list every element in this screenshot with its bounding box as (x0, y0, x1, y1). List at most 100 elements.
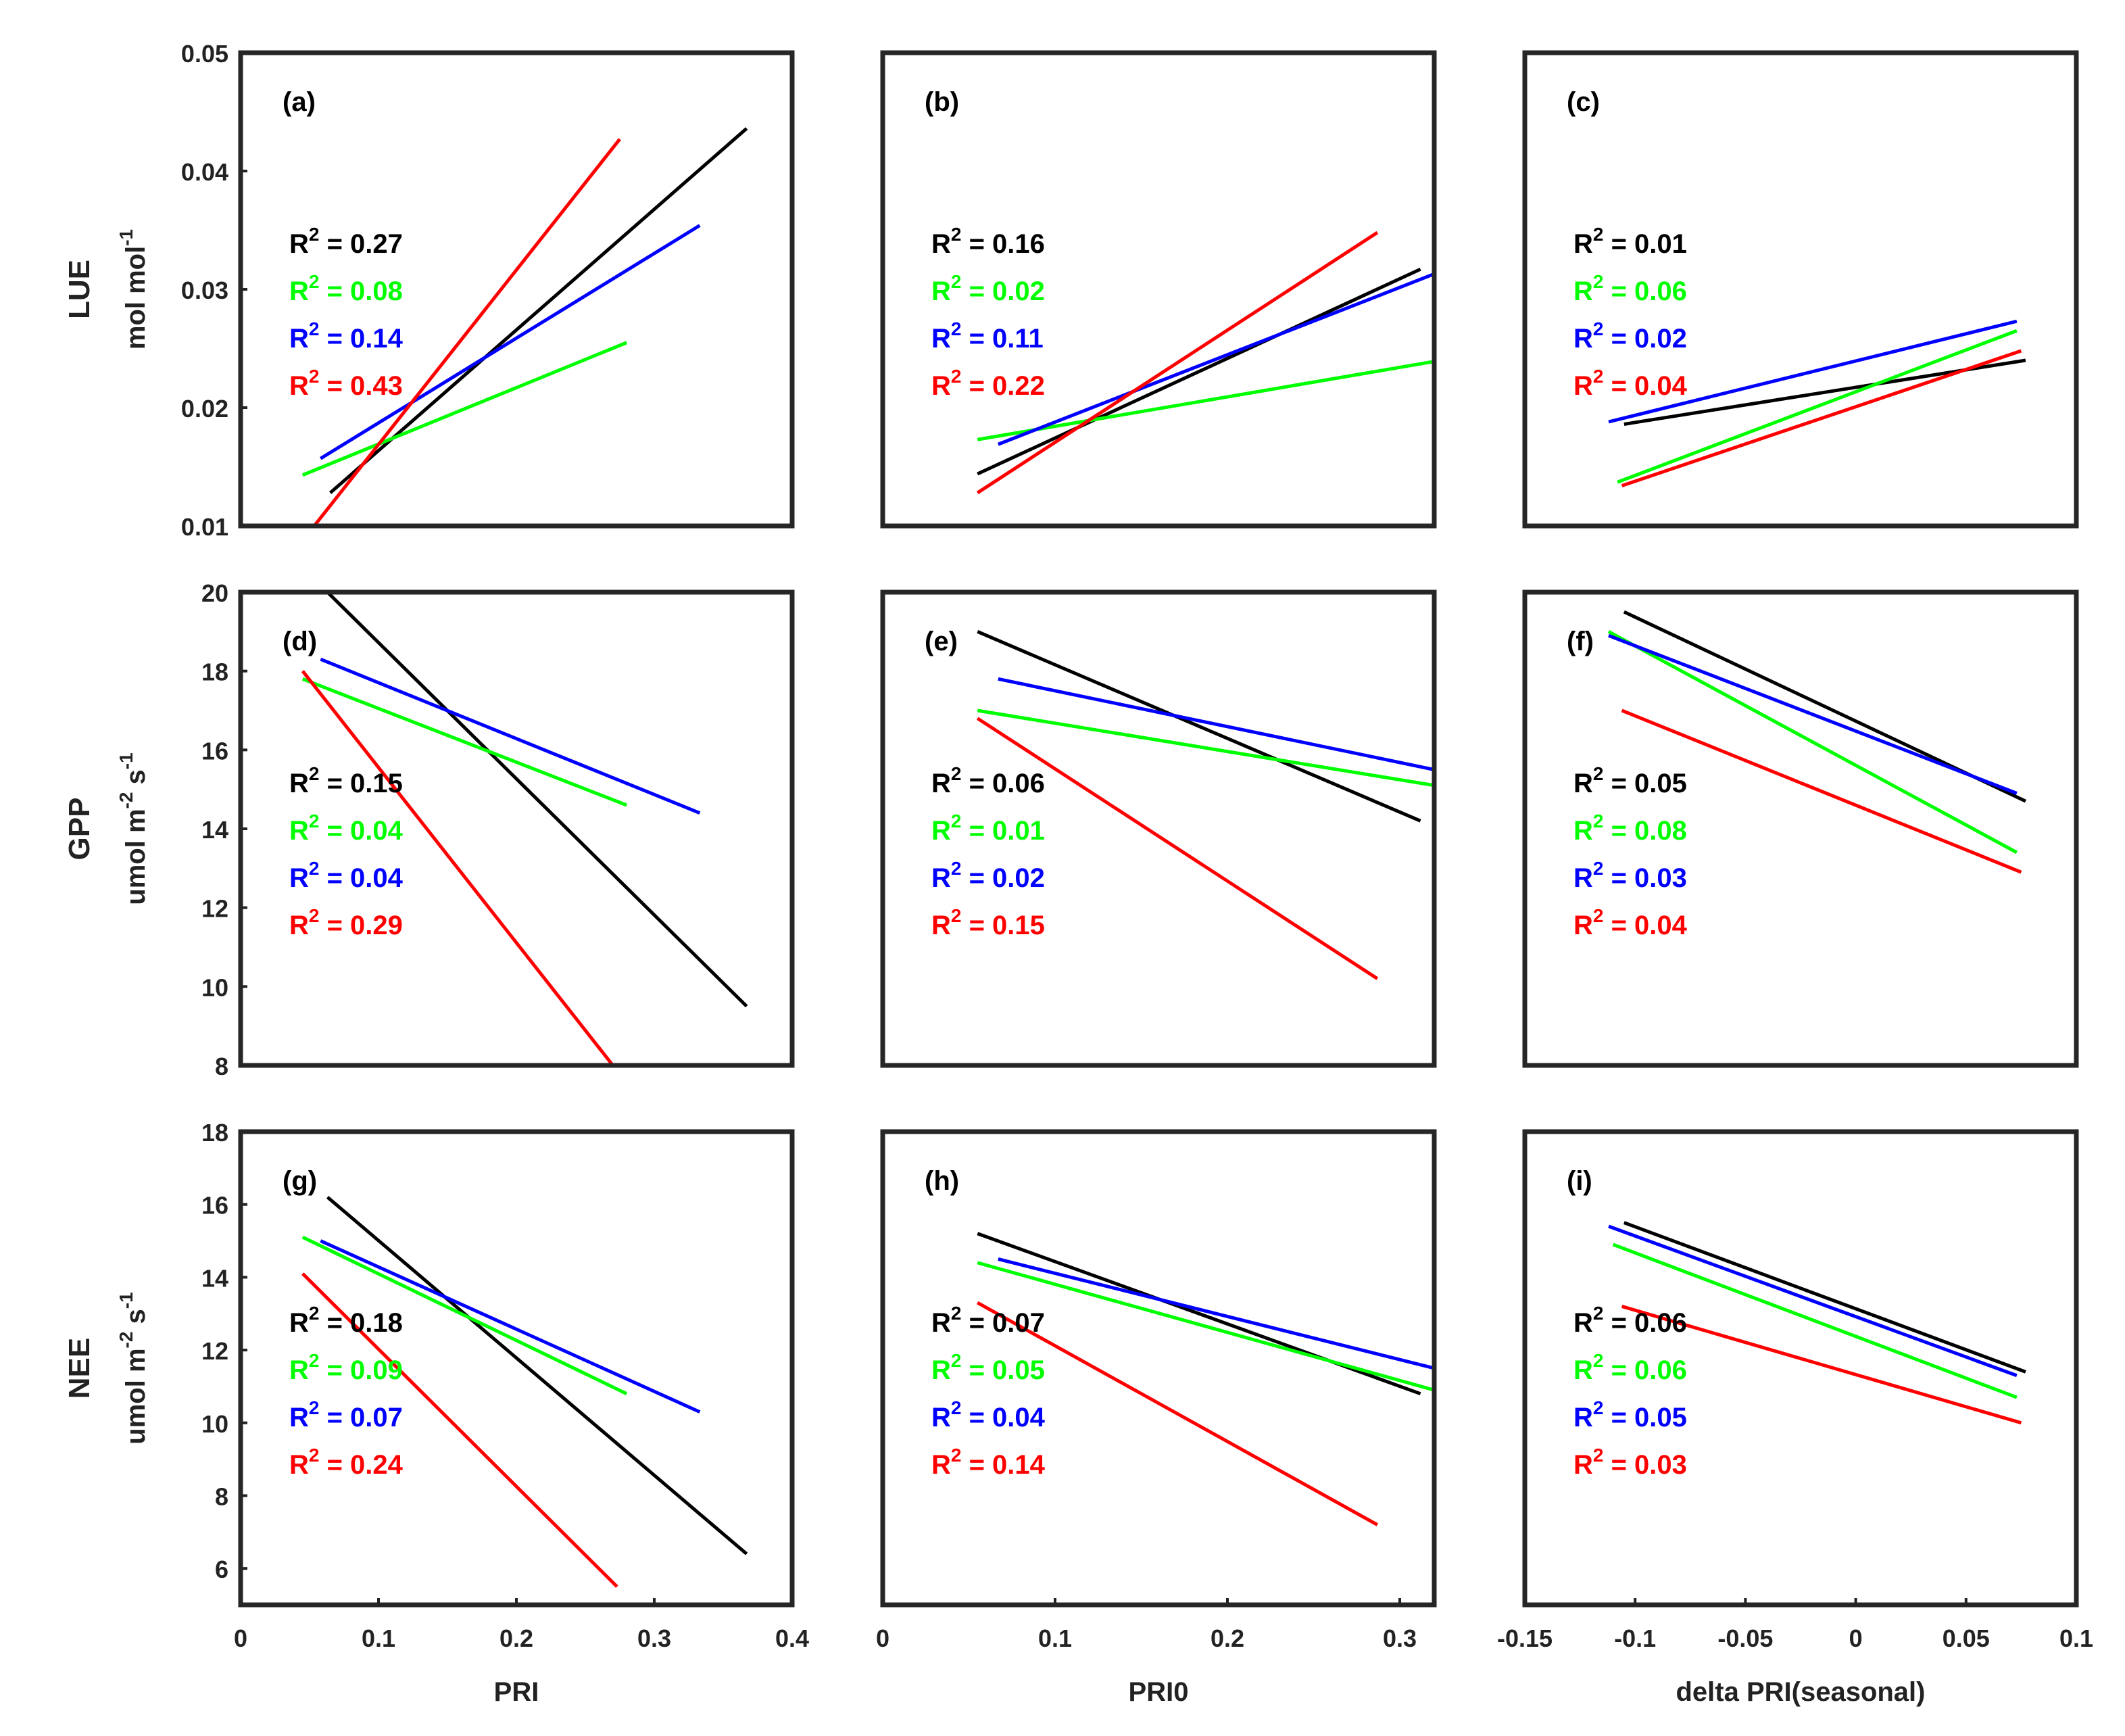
series-line-green (301, 341, 628, 477)
r2-superscript: 2 (309, 858, 320, 879)
r2-symbol: R (289, 229, 309, 259)
r2-value: = 0.24 (319, 1450, 403, 1480)
r2-value: = 0.08 (1603, 816, 1686, 846)
x-tick-label: 0 (876, 1624, 889, 1652)
r2-value: = 0.22 (961, 371, 1044, 401)
axes-frame (238, 1129, 795, 1608)
r2-superscript: 2 (951, 1303, 962, 1324)
r2-annotation-black: R2 = 0.06 (931, 763, 1045, 798)
r2-superscript: 2 (309, 224, 320, 245)
r2-value: = 0.04 (1603, 371, 1687, 401)
r2-symbol: R (931, 1450, 951, 1480)
r2-annotation-green: R2 = 0.01 (931, 811, 1045, 846)
r2-superscript: 2 (1593, 1350, 1604, 1371)
r2-annotation-black: R2 = 0.01 (1573, 224, 1687, 259)
r2-annotation-black: R2 = 0.05 (1573, 763, 1687, 798)
panel-label: (g) (283, 1166, 317, 1196)
r2-symbol: R (289, 911, 309, 940)
r2-value: = 0.03 (1603, 1450, 1686, 1480)
series-group (1608, 319, 2026, 487)
r2-superscript: 2 (1593, 366, 1604, 387)
r2-symbol: R (1573, 1403, 1593, 1432)
r2-value: = 0.04 (319, 816, 403, 846)
r2-superscript: 2 (951, 763, 962, 784)
r2-value: = 0.14 (961, 1450, 1045, 1480)
r2-symbol: R (1573, 371, 1593, 401)
r2-symbol: R (289, 1355, 309, 1385)
r2-annotation-black: R2 = 0.18 (289, 1303, 403, 1338)
r2-superscript: 2 (951, 366, 962, 387)
series-line-red (976, 231, 1379, 495)
axes-frame (880, 50, 1437, 529)
r2-annotation-green: R2 = 0.02 (931, 271, 1045, 306)
axes-frame (1522, 50, 2079, 529)
r2-symbol: R (1573, 324, 1593, 354)
series-line-black (977, 267, 1421, 476)
r2-superscript: 2 (309, 763, 320, 784)
r2-value: = 0.02 (961, 863, 1044, 893)
r2-superscript: 2 (1593, 763, 1604, 784)
r2-value: = 0.01 (961, 816, 1044, 846)
series-line-green (977, 360, 1434, 441)
r2-symbol: R (1573, 816, 1593, 846)
x-tick-label: -0.1 (1614, 1624, 1656, 1652)
r2-symbol: R (1573, 229, 1593, 259)
r2-symbol: R (931, 276, 951, 306)
series-line-blue (998, 677, 1434, 771)
y-tick-label: 10 (201, 1410, 228, 1438)
r2-annotation-red: R2 = 0.14 (931, 1445, 1046, 1480)
r2-annotation-blue: R2 = 0.02 (1573, 318, 1687, 354)
unit-base: mol mol (121, 246, 151, 349)
y-tick-label: 16 (201, 737, 228, 765)
r2-superscript: 2 (951, 1445, 962, 1466)
r2-superscript: 2 (1593, 811, 1604, 831)
r2-value: = 0.27 (319, 229, 402, 259)
series-group (976, 231, 1434, 495)
r2-annotation-blue: R2 = 0.14 (289, 318, 404, 354)
r2-annotation-blue: R2 = 0.04 (931, 1397, 1046, 1432)
r2-annotation-black: R2 = 0.07 (931, 1303, 1045, 1338)
x-tick-label: -0.15 (1497, 1624, 1553, 1652)
r2-superscript: 2 (1593, 905, 1604, 926)
x-tick-label: 0 (234, 1624, 247, 1652)
r2-annotation-red: R2 = 0.04 (1573, 905, 1688, 940)
series-line-blue (1608, 319, 2018, 424)
series-line-red (977, 1301, 1379, 1526)
series-line-black (326, 592, 748, 1008)
unit-superscript: -1 (116, 1292, 137, 1309)
y-tick-label: 18 (201, 658, 228, 686)
r2-superscript: 2 (951, 1397, 962, 1418)
r2-value: = 0.07 (319, 1403, 402, 1432)
r2-value: = 0.04 (1603, 911, 1687, 940)
r2-superscript: 2 (951, 811, 962, 831)
y-axis-unit: umol m-2 s-1 (116, 752, 151, 905)
r2-value: = 0.16 (961, 229, 1044, 259)
unit-base: umol m (121, 1348, 151, 1444)
x-tick-label: 0.1 (362, 1624, 395, 1652)
y-axis-label: LUE (63, 260, 96, 319)
axes-frame (238, 50, 795, 529)
series-group (301, 1196, 748, 1588)
r2-symbol: R (931, 371, 951, 401)
series-line-green (301, 1235, 628, 1395)
y-tick-label: 18 (201, 1119, 228, 1147)
y-tick-label: 12 (201, 1337, 228, 1365)
unit-mid: s (121, 1309, 151, 1331)
y-tick-label: 8 (215, 1482, 228, 1510)
series-line-green (1617, 329, 2018, 484)
r2-symbol: R (289, 276, 309, 306)
y-tick-label: 0.05 (181, 40, 228, 68)
r2-annotation-red: R2 = 0.24 (289, 1445, 404, 1480)
series-line-blue (320, 224, 701, 460)
r2-symbol: R (1573, 769, 1593, 798)
r2-annotation-red: R2 = 0.03 (1573, 1445, 1687, 1480)
r2-value: = 0.05 (1603, 1403, 1686, 1432)
r2-annotation-green: R2 = 0.04 (289, 811, 404, 846)
series-line-blue (998, 1257, 1434, 1370)
r2-value: = 0.03 (1603, 863, 1686, 893)
r2-superscript: 2 (309, 1397, 320, 1418)
r2-superscript: 2 (309, 318, 320, 339)
